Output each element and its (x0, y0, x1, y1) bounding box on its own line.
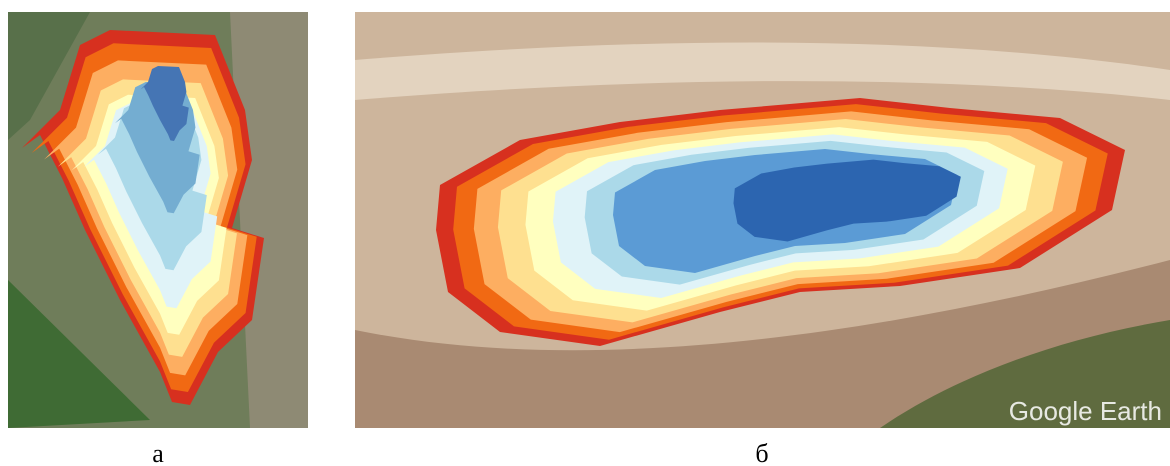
figure: Google Earth а б (0, 0, 1170, 466)
watermark: Google Earth (1009, 396, 1162, 426)
panel-b: Google Earth (355, 12, 1170, 428)
panel-a (8, 12, 308, 428)
panel-label: б (755, 439, 768, 466)
panel-label: а (152, 439, 164, 466)
